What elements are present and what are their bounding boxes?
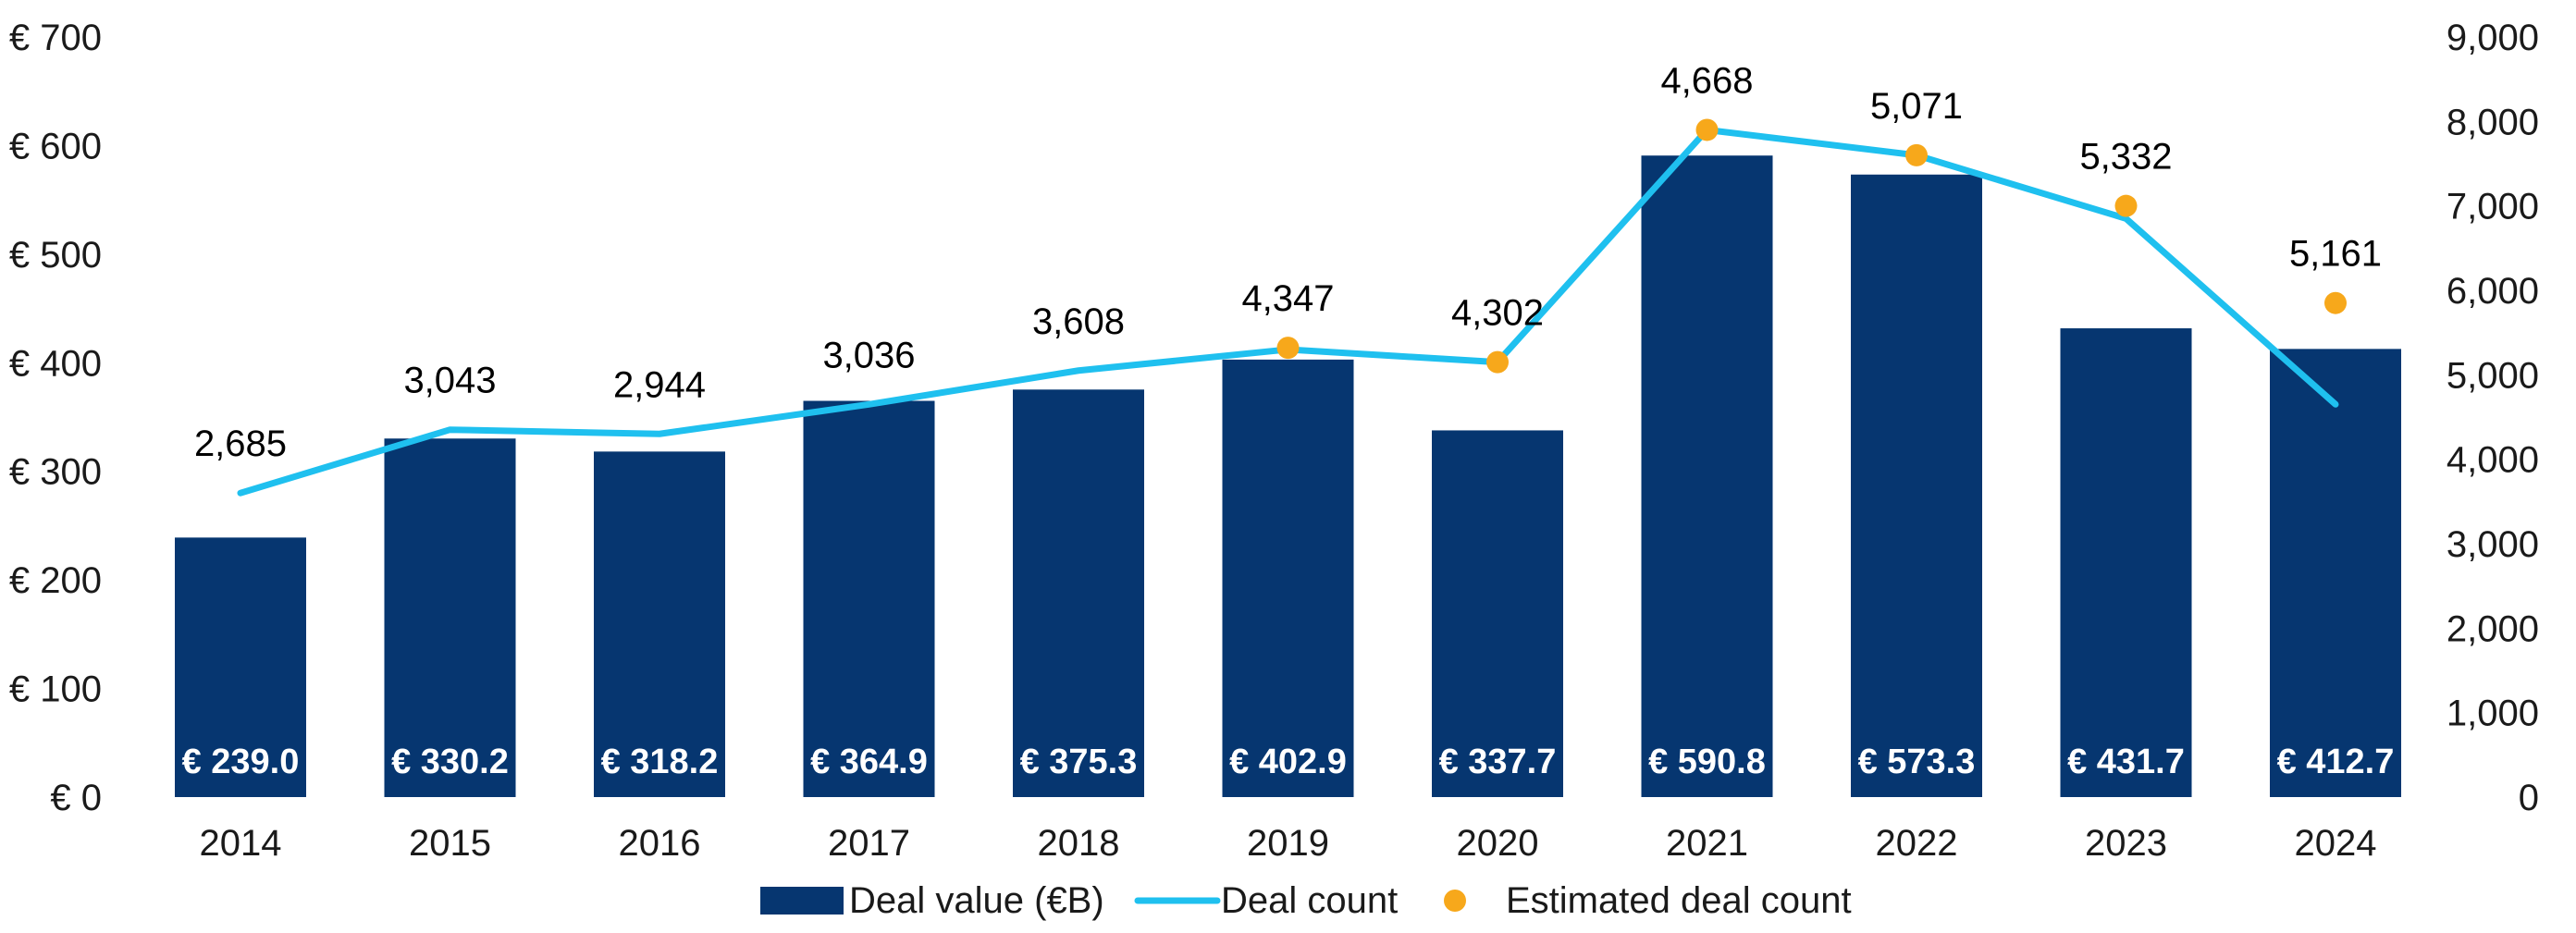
deal-count-label: 4,668 (1660, 60, 1753, 101)
deal-value-label: € 337.7 (1439, 743, 1557, 781)
x-axis-tick-label: 2019 (1247, 823, 1329, 864)
deal-count-label: 3,043 (403, 361, 496, 401)
left-axis-tick-label: € 700 (9, 18, 102, 58)
legend-label-deal-value: Deal value (€B) (849, 880, 1104, 921)
x-axis-tick-label: 2014 (200, 823, 282, 864)
x-axis-tick-label: 2017 (828, 823, 910, 864)
x-axis-tick-label: 2016 (619, 823, 701, 864)
left-axis-tick-label: € 400 (9, 343, 102, 384)
estimated-deal-count-point (1486, 350, 1509, 374)
right-axis-tick-label: 1,000 (2447, 694, 2539, 734)
deal-count-label: 3,036 (822, 335, 915, 375)
deal-count-label: 2,944 (613, 364, 706, 405)
deal-value-bar (1222, 359, 1354, 797)
x-axis: 2014 2015 2016 2017 2018 2019 2020 2021 2022 2023… (200, 823, 2377, 864)
estimated-deal-count-point (1276, 337, 1300, 360)
estimated-deal-count-points (1276, 118, 2347, 374)
deal-value-label: € 330.2 (391, 743, 509, 781)
deal-value-bar (1851, 174, 1982, 798)
x-axis-tick-label: 2018 (1038, 823, 1120, 864)
deal-value-labels: € 239.0 € 330.2 € 318.2 € 364.9 € 375.3 € 402… (182, 743, 2395, 781)
right-y-axis: 0 1,000 2,000 3,000 4,000 5,000 6,000 7,000 8,00… (2447, 18, 2539, 818)
left-y-axis: € 0 € 100 € 200 € 300 € 400 € 500 € 600 € 700 (9, 18, 102, 818)
deal-value-label: € 412.7 (2277, 743, 2395, 781)
x-axis-tick-label: 2020 (1457, 823, 1539, 864)
deal-value-bar (594, 451, 725, 797)
legend-swatch-deal-value (760, 887, 844, 915)
right-axis-tick-label: 6,000 (2447, 271, 2539, 312)
deal-value-bar (1432, 430, 1563, 797)
x-axis-tick-label: 2021 (1666, 823, 1748, 864)
x-axis-tick-label: 2015 (409, 823, 491, 864)
deal-value-bar (803, 400, 935, 797)
right-axis-tick-label: 0 (2519, 778, 2539, 818)
deal-value-bar (1641, 155, 1773, 797)
deal-value-bar (2060, 328, 2192, 797)
deal-value-label: € 364.9 (810, 743, 928, 781)
x-axis-tick-label: 2023 (2085, 823, 2167, 864)
estimated-deal-count-point (1905, 143, 1928, 166)
deal-count-label: 5,161 (2289, 234, 2382, 275)
deal-count-label: 5,071 (1870, 86, 1963, 127)
deal-count-labels: 2,685 3,043 2,944 3,036 3,608 4,347 4,302 4,668… (194, 60, 2382, 464)
legend-swatch-estimated-deal-count (1444, 890, 1466, 912)
deal-value-label: € 431.7 (2067, 743, 2185, 781)
left-axis-tick-label: € 600 (9, 126, 102, 166)
estimated-deal-count-point (2114, 194, 2138, 217)
deal-value-label: € 375.3 (1020, 743, 1138, 781)
deal-count-label: 4,347 (1241, 278, 1334, 319)
deal-value-bar (2270, 349, 2401, 797)
legend-label-deal-count: Deal count (1221, 880, 1398, 921)
x-axis-tick-label: 2022 (1876, 823, 1958, 864)
left-axis-tick-label: € 500 (9, 235, 102, 276)
deal-value-label: € 239.0 (182, 743, 300, 781)
deal-value-label: € 573.3 (1858, 743, 1976, 781)
legend-label-estimated-deal-count: Estimated deal count (1506, 880, 1852, 921)
deal-value-label: € 318.2 (601, 743, 719, 781)
deal-count-label: 5,332 (2079, 137, 2172, 178)
right-axis-tick-label: 9,000 (2447, 18, 2539, 58)
right-axis-tick-label: 3,000 (2447, 524, 2539, 565)
left-axis-tick-label: € 300 (9, 452, 102, 493)
deal-count-label: 4,302 (1451, 293, 1544, 334)
right-axis-tick-label: 7,000 (2447, 187, 2539, 227)
right-axis-tick-label: 2,000 (2447, 608, 2539, 649)
right-axis-tick-label: 4,000 (2447, 440, 2539, 481)
deal-value-bar (384, 438, 516, 797)
deal-value-bars (175, 155, 2401, 798)
left-axis-tick-label: € 200 (9, 560, 102, 601)
right-axis-tick-label: 5,000 (2447, 355, 2539, 396)
deal-value-label: € 590.8 (1648, 743, 1766, 781)
right-axis-tick-label: 8,000 (2447, 102, 2539, 142)
deal-value-bar (175, 537, 306, 797)
deal-count-label: 2,685 (194, 424, 287, 464)
legend: Deal value (€B) Deal count Estimated dea… (760, 880, 1852, 921)
estimated-deal-count-point (1695, 118, 1719, 141)
deal-value-bar (1013, 389, 1144, 797)
deal-value-label: € 402.9 (1229, 743, 1347, 781)
deal-count-label: 3,608 (1032, 301, 1125, 342)
left-axis-tick-label: € 100 (9, 669, 102, 710)
left-axis-tick-label: € 0 (50, 778, 102, 818)
x-axis-tick-label: 2024 (2295, 823, 2377, 864)
estimated-deal-count-point (2324, 291, 2347, 314)
